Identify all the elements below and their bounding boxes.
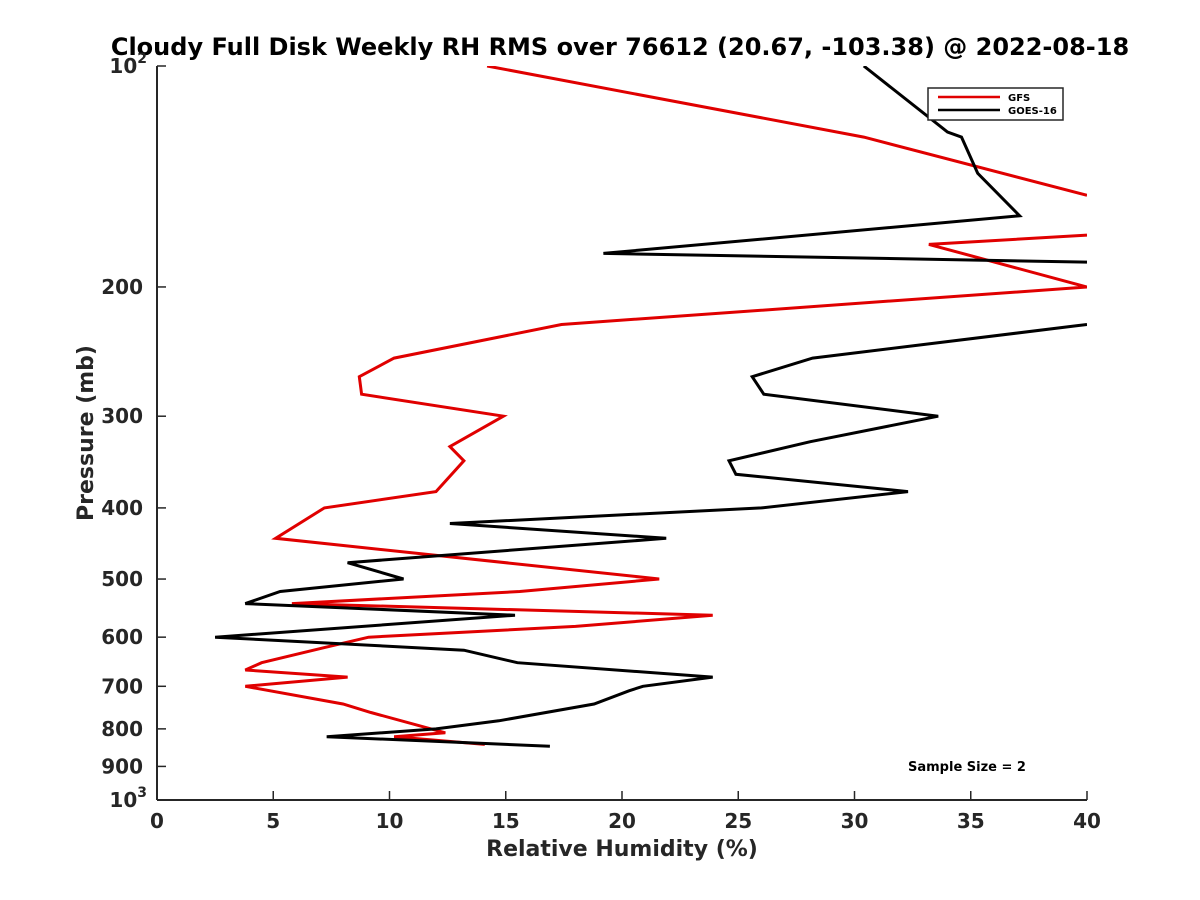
x-tick-label: 25 — [724, 809, 752, 833]
series-line-goes-16 — [214, 66, 1087, 748]
x-tick-label: 15 — [492, 809, 520, 833]
chart-title: Cloudy Full Disk Weekly RH RMS over 7661… — [111, 33, 1129, 61]
series-line-gfs — [244, 66, 1087, 746]
legend-box — [927, 87, 1064, 121]
y-tick-label: 900 — [101, 754, 143, 778]
y-tick-label: 103 — [109, 785, 147, 812]
sample-size-annotation: Sample Size = 2 — [908, 760, 1026, 775]
y-tick-exponent: 3 — [137, 785, 147, 801]
legend-label: GFS — [1008, 93, 1030, 104]
y-tick-base: 10 — [109, 788, 137, 812]
series-layer — [214, 66, 1087, 748]
legend: GFS GOES-16 — [927, 87, 1064, 121]
y-tick-label: 800 — [101, 717, 143, 741]
x-tick-label: 5 — [266, 809, 280, 833]
y-tick-label: 500 — [101, 567, 143, 591]
y-axis-label: Pressure (mb) — [74, 345, 99, 521]
y-tick-label: 700 — [101, 674, 143, 698]
x-tick-label: 0 — [150, 809, 164, 833]
y-tick-base: 10 — [109, 54, 137, 78]
legend-label: GOES-16 — [1008, 106, 1057, 117]
x-tick-label: 20 — [608, 809, 636, 833]
axes-layer: 0 5 10 15 20 25 30 35 40102200300400500600700800… — [101, 51, 1101, 833]
y-tick-exponent: 2 — [137, 51, 147, 67]
y-tick-label: 600 — [101, 625, 143, 649]
y-tick-label: 102 — [109, 51, 147, 78]
x-tick-label: 40 — [1073, 809, 1101, 833]
x-axis-label: Relative Humidity (%) — [486, 837, 758, 862]
x-tick-label: 30 — [841, 809, 869, 833]
x-tick-label: 10 — [376, 809, 404, 833]
x-tick-label: 35 — [957, 809, 985, 833]
y-tick-label: 200 — [101, 275, 143, 299]
y-tick-label: 400 — [101, 496, 143, 520]
y-tick-label: 300 — [101, 404, 143, 428]
